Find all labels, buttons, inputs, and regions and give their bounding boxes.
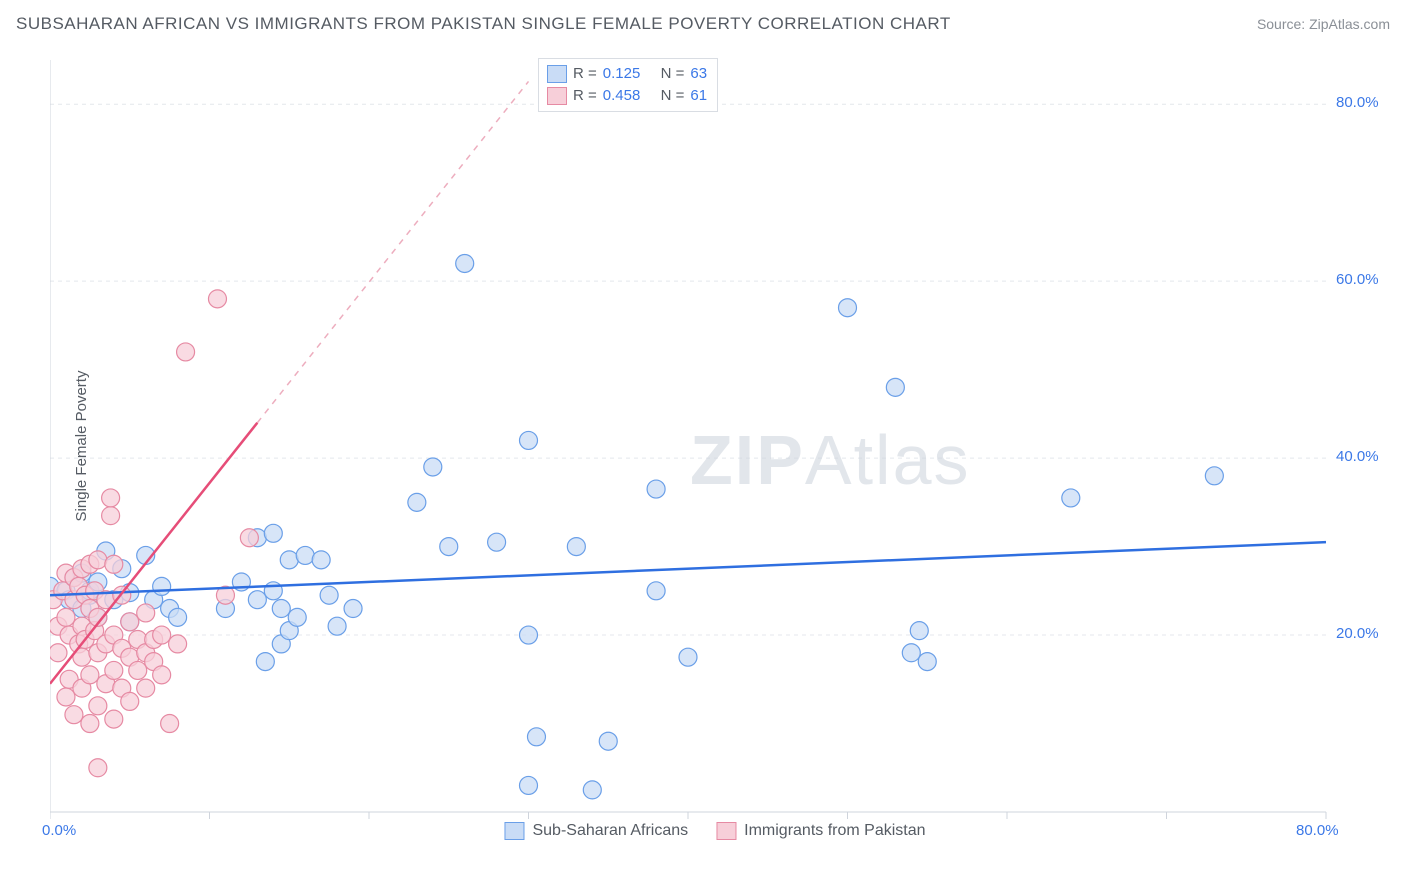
series-legend: Sub-Saharan Africans Immigrants from Paki…	[504, 822, 925, 840]
y-tick-label: 20.0%	[1336, 625, 1379, 642]
y-tick-label: 40.0%	[1336, 448, 1379, 465]
scatter-plot	[50, 50, 1380, 840]
chart-source: Source: ZipAtlas.com	[1257, 16, 1390, 32]
x-tick-label: 80.0%	[1296, 822, 1339, 839]
legend-row: R = 0.458 N = 61	[547, 85, 707, 107]
correlation-legend: R = 0.125 N = 63R = 0.458 N = 61	[538, 58, 718, 112]
chart-area: ZIPAtlas R = 0.125 N = 63R = 0.458 N = 6…	[50, 50, 1380, 840]
legend-row: R = 0.125 N = 63	[547, 63, 707, 85]
legend-item: Sub-Saharan Africans	[504, 822, 688, 840]
y-tick-label: 60.0%	[1336, 271, 1379, 288]
y-tick-label: 80.0%	[1336, 94, 1379, 111]
legend-item: Immigrants from Pakistan	[716, 822, 925, 840]
chart-title: SUBSAHARAN AFRICAN VS IMMIGRANTS FROM PA…	[16, 14, 951, 34]
x-tick-label: 0.0%	[42, 822, 76, 839]
